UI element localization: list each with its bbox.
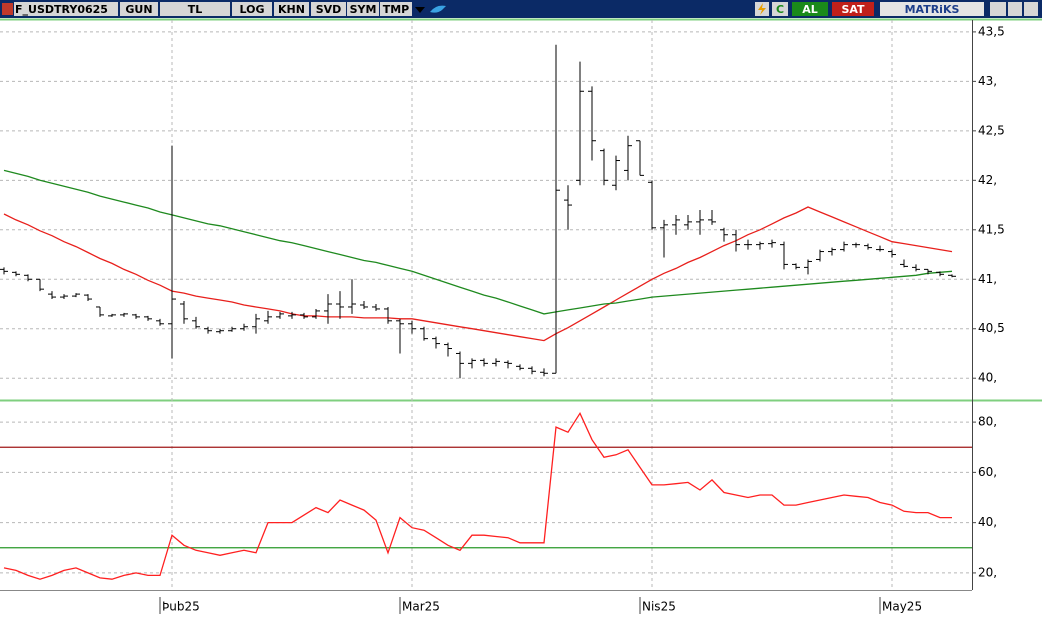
toolbar-buttons: GUN TL LOG KHN SVD SYM TMP (120, 2, 412, 16)
twitter-icon[interactable] (430, 5, 446, 13)
sell-label: SAT (841, 3, 865, 16)
c-label: C (776, 3, 784, 16)
x-tick-label: Þub25 (162, 600, 200, 614)
toolbar-button[interactable] (232, 2, 272, 16)
sell-button[interactable] (832, 2, 874, 16)
buy-button[interactable] (792, 2, 828, 16)
y-tick-label: 42, (978, 173, 997, 187)
dropdown-arrow[interactable] (415, 7, 425, 13)
toolbar-button[interactable] (347, 2, 379, 16)
toolbar-button-label: GUN (125, 3, 152, 16)
y-tick-label: 42,5 (978, 123, 1005, 137)
window-minimize[interactable] (1008, 2, 1022, 16)
buy-label: AL (802, 3, 818, 16)
y-tick-label: 43,5 (978, 24, 1005, 38)
indicator-line (3, 411, 952, 580)
symbol-box[interactable] (14, 2, 118, 16)
toolbar-button-label: LOG (240, 3, 265, 16)
window-restore[interactable] (1024, 2, 1038, 16)
toolbar-button-label: SVD (316, 3, 342, 16)
toolbar-button-label: TL (188, 3, 203, 16)
y-tick-label: 80, (978, 415, 997, 429)
y-tick-label: 40, (978, 371, 997, 385)
toolbar-button-label: SYM (350, 3, 377, 16)
y-tick-label: 60, (978, 465, 997, 479)
moving-average (3, 169, 953, 315)
moving-average (3, 206, 953, 342)
toolbar-button-label: KHN (278, 3, 305, 16)
toolbar-button[interactable] (274, 2, 309, 16)
symbol-icon (2, 3, 13, 15)
toolbar-button[interactable] (160, 2, 230, 16)
window-menu[interactable] (990, 2, 1006, 16)
c-button[interactable] (772, 2, 788, 16)
symbol: F_USDTRY0625 (15, 3, 108, 16)
y-tick-label: 40,5 (978, 321, 1005, 335)
x-tick-label: May25 (882, 600, 922, 614)
toolbar-button[interactable] (120, 2, 158, 16)
toolbar-button[interactable] (311, 2, 346, 16)
x-tick-label: Nis25 (642, 600, 676, 614)
toolbar-button-label: TMP (383, 3, 410, 16)
y-tick-label: 40, (978, 515, 997, 529)
y-tick-label: 20, (978, 565, 997, 579)
toolbar-button[interactable] (380, 2, 412, 16)
flash-icon (758, 3, 766, 15)
brand: MATRiKS (905, 3, 960, 16)
y-tick-label: 41, (978, 272, 997, 286)
x-tick-label: Mar25 (402, 600, 440, 614)
y-tick-label: 43, (978, 74, 997, 88)
y-tick-label: 41,5 (978, 222, 1005, 236)
brand-box (880, 2, 984, 16)
